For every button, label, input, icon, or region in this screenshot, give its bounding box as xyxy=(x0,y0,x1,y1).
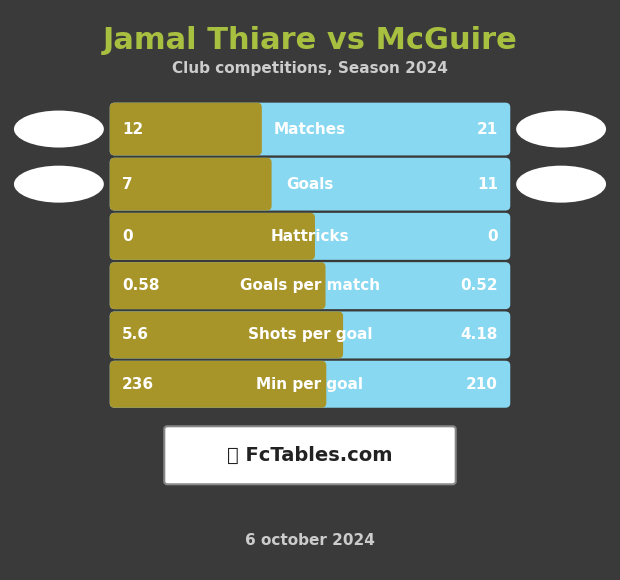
Text: 0.52: 0.52 xyxy=(460,278,498,293)
FancyBboxPatch shape xyxy=(110,311,343,358)
FancyBboxPatch shape xyxy=(110,103,262,155)
Ellipse shape xyxy=(516,111,606,147)
FancyBboxPatch shape xyxy=(110,158,272,211)
Text: 0.58: 0.58 xyxy=(122,278,159,293)
Text: 6 october 2024: 6 october 2024 xyxy=(245,533,375,548)
Text: 236: 236 xyxy=(122,377,154,392)
Ellipse shape xyxy=(516,166,606,202)
Text: 12: 12 xyxy=(122,122,143,136)
Text: Shots per goal: Shots per goal xyxy=(248,328,372,342)
Text: Jamal Thiare vs McGuire: Jamal Thiare vs McGuire xyxy=(103,26,517,55)
Text: 0: 0 xyxy=(122,229,133,244)
FancyBboxPatch shape xyxy=(110,158,510,211)
FancyBboxPatch shape xyxy=(110,311,510,358)
FancyBboxPatch shape xyxy=(110,103,510,155)
FancyBboxPatch shape xyxy=(110,361,326,408)
Text: Goals: Goals xyxy=(286,177,334,191)
Text: 0: 0 xyxy=(487,229,498,244)
FancyBboxPatch shape xyxy=(110,262,510,309)
FancyBboxPatch shape xyxy=(164,426,456,484)
FancyBboxPatch shape xyxy=(110,213,510,260)
Ellipse shape xyxy=(14,111,104,147)
Text: Min per goal: Min per goal xyxy=(257,377,363,392)
Ellipse shape xyxy=(14,166,104,202)
Text: Hattricks: Hattricks xyxy=(271,229,349,244)
Text: 7: 7 xyxy=(122,177,133,191)
Text: 21: 21 xyxy=(477,122,498,136)
FancyBboxPatch shape xyxy=(110,262,326,309)
Text: 210: 210 xyxy=(466,377,498,392)
Text: 4.18: 4.18 xyxy=(461,328,498,342)
Text: Club competitions, Season 2024: Club competitions, Season 2024 xyxy=(172,61,448,76)
Text: Goals per match: Goals per match xyxy=(240,278,380,293)
Text: 5.6: 5.6 xyxy=(122,328,149,342)
Text: 📊 FcTables.com: 📊 FcTables.com xyxy=(228,446,392,465)
Text: Matches: Matches xyxy=(274,122,346,136)
Text: 11: 11 xyxy=(477,177,498,191)
FancyBboxPatch shape xyxy=(110,213,315,260)
FancyBboxPatch shape xyxy=(110,361,510,408)
